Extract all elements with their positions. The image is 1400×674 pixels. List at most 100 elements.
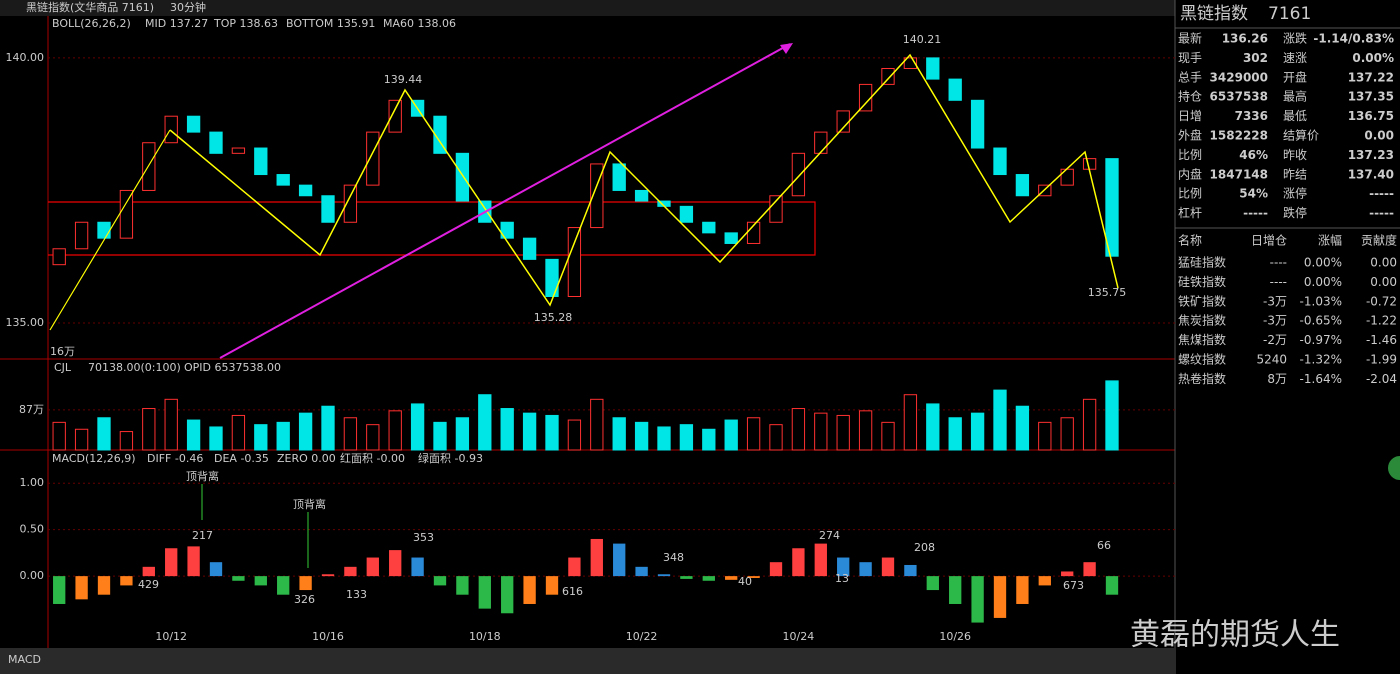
quote-value: 1847148 [1210, 167, 1268, 181]
quote-label: 跌停 [1283, 205, 1307, 220]
diff: DIFF -0.46 [147, 452, 203, 465]
quote-value: 7336 [1235, 109, 1268, 123]
macd-bar [949, 576, 962, 604]
volume-bar [500, 408, 514, 451]
quote-code: 7161 [1268, 4, 1311, 24]
macd-note: 274 [819, 529, 840, 542]
quote-label: 外盘 [1178, 128, 1202, 143]
quote-label: 开盘 [1283, 69, 1307, 84]
period[interactable]: 30分钟 [170, 0, 206, 14]
macd-bar [769, 562, 783, 577]
quote-value: -1.14/0.83% [1313, 32, 1394, 46]
macd-bar [702, 576, 715, 581]
x-tick-label: 10/24 [783, 630, 815, 643]
macd-bar [165, 548, 178, 577]
quote-value: ----- [1243, 206, 1268, 220]
candle-body [231, 147, 246, 154]
volume-bar [298, 412, 313, 451]
related-header: 日增仓 [1251, 234, 1287, 248]
candle-body [500, 221, 514, 239]
tab[interactable]: MACD [8, 653, 41, 666]
quote-value: 136.26 [1222, 32, 1268, 46]
related-cell: -1.46 [1366, 333, 1397, 347]
candle-body [52, 248, 66, 266]
zigzag [49, 129, 171, 331]
macd-note: 616 [562, 585, 583, 598]
related-cell: -1.99 [1366, 353, 1397, 367]
y-tick-label: 0.50 [20, 523, 45, 536]
candle-body [343, 184, 358, 223]
volume-bar [590, 398, 604, 451]
side-button[interactable] [1388, 456, 1400, 480]
volume-bar [970, 412, 985, 451]
related-cell: -0.97% [1300, 333, 1342, 347]
macd-bar [1061, 571, 1074, 577]
candle-body [366, 131, 380, 186]
volume-bar [276, 421, 290, 451]
quote-label: 结算价 [1283, 128, 1319, 143]
macd-bar [142, 566, 155, 577]
macd-bar [456, 576, 469, 595]
quote-value: 137.35 [1348, 90, 1394, 104]
macd-bar [725, 576, 738, 580]
ma60: MA60 138.06 [383, 17, 456, 30]
related-cell: 0.00 [1370, 256, 1397, 270]
watermark: 黄磊的期货人生 [1130, 618, 1340, 653]
volume-bar [410, 403, 425, 451]
quote-value: 0.00 [1364, 129, 1394, 143]
related-cell: -0.72 [1366, 294, 1397, 308]
volume-bar [1060, 417, 1074, 451]
candle-body [298, 184, 313, 197]
volume-bar [791, 408, 806, 451]
candle-body [970, 99, 985, 149]
volume-bar [97, 417, 111, 451]
volume-bar [634, 421, 649, 451]
candle-body [926, 57, 940, 80]
macd-note: 66 [1097, 539, 1111, 552]
candle-body [522, 237, 537, 260]
high-label: 140.21 [903, 33, 942, 46]
candle-body [254, 147, 268, 176]
related-cell: 猛硅指数 [1178, 255, 1226, 270]
related-cell: -0.65% [1300, 314, 1342, 328]
quote-value: ----- [1369, 187, 1394, 201]
candle-body [679, 205, 694, 223]
candle-body [634, 189, 649, 202]
candle-body [791, 152, 806, 197]
zero: ZERO 0.00 [277, 452, 336, 465]
indicator-name: BOLL(26,26,2) [52, 17, 131, 30]
low-label: 135.28 [534, 311, 573, 324]
candle-body [209, 131, 223, 154]
trend-arrow [219, 43, 791, 359]
volume-bar [366, 424, 380, 451]
candle-body [142, 142, 156, 191]
macd-bar [680, 576, 693, 579]
macd-note: 348 [663, 551, 684, 564]
macd-bar [187, 546, 200, 577]
volume-bar [142, 408, 156, 451]
volume-bar [545, 414, 559, 451]
macd-bar [232, 576, 245, 581]
volume-bar [254, 424, 268, 451]
related-cell: 硅铁指数 [1178, 274, 1226, 289]
quote-value: 1582228 [1210, 129, 1268, 143]
macd-bar [971, 576, 984, 623]
indicator-name: CJL [54, 361, 72, 374]
quote-value: 137.40 [1348, 167, 1394, 181]
volume-bar [52, 421, 66, 451]
macd-bar [1105, 576, 1119, 595]
candle-body [321, 195, 335, 223]
x-tick-label: 10/18 [469, 630, 501, 643]
x-tick-label: 10/26 [939, 630, 971, 643]
volume-bar [1082, 398, 1097, 451]
macd-bar [254, 576, 267, 586]
macd-bar [478, 576, 491, 609]
volume-bar [903, 394, 918, 451]
volume-bar [231, 414, 246, 451]
candle-body [545, 258, 559, 297]
candle-body [1105, 158, 1119, 257]
volume-bar [657, 426, 671, 451]
macd-bar [389, 550, 402, 577]
x-tick-label: 10/12 [155, 630, 187, 643]
